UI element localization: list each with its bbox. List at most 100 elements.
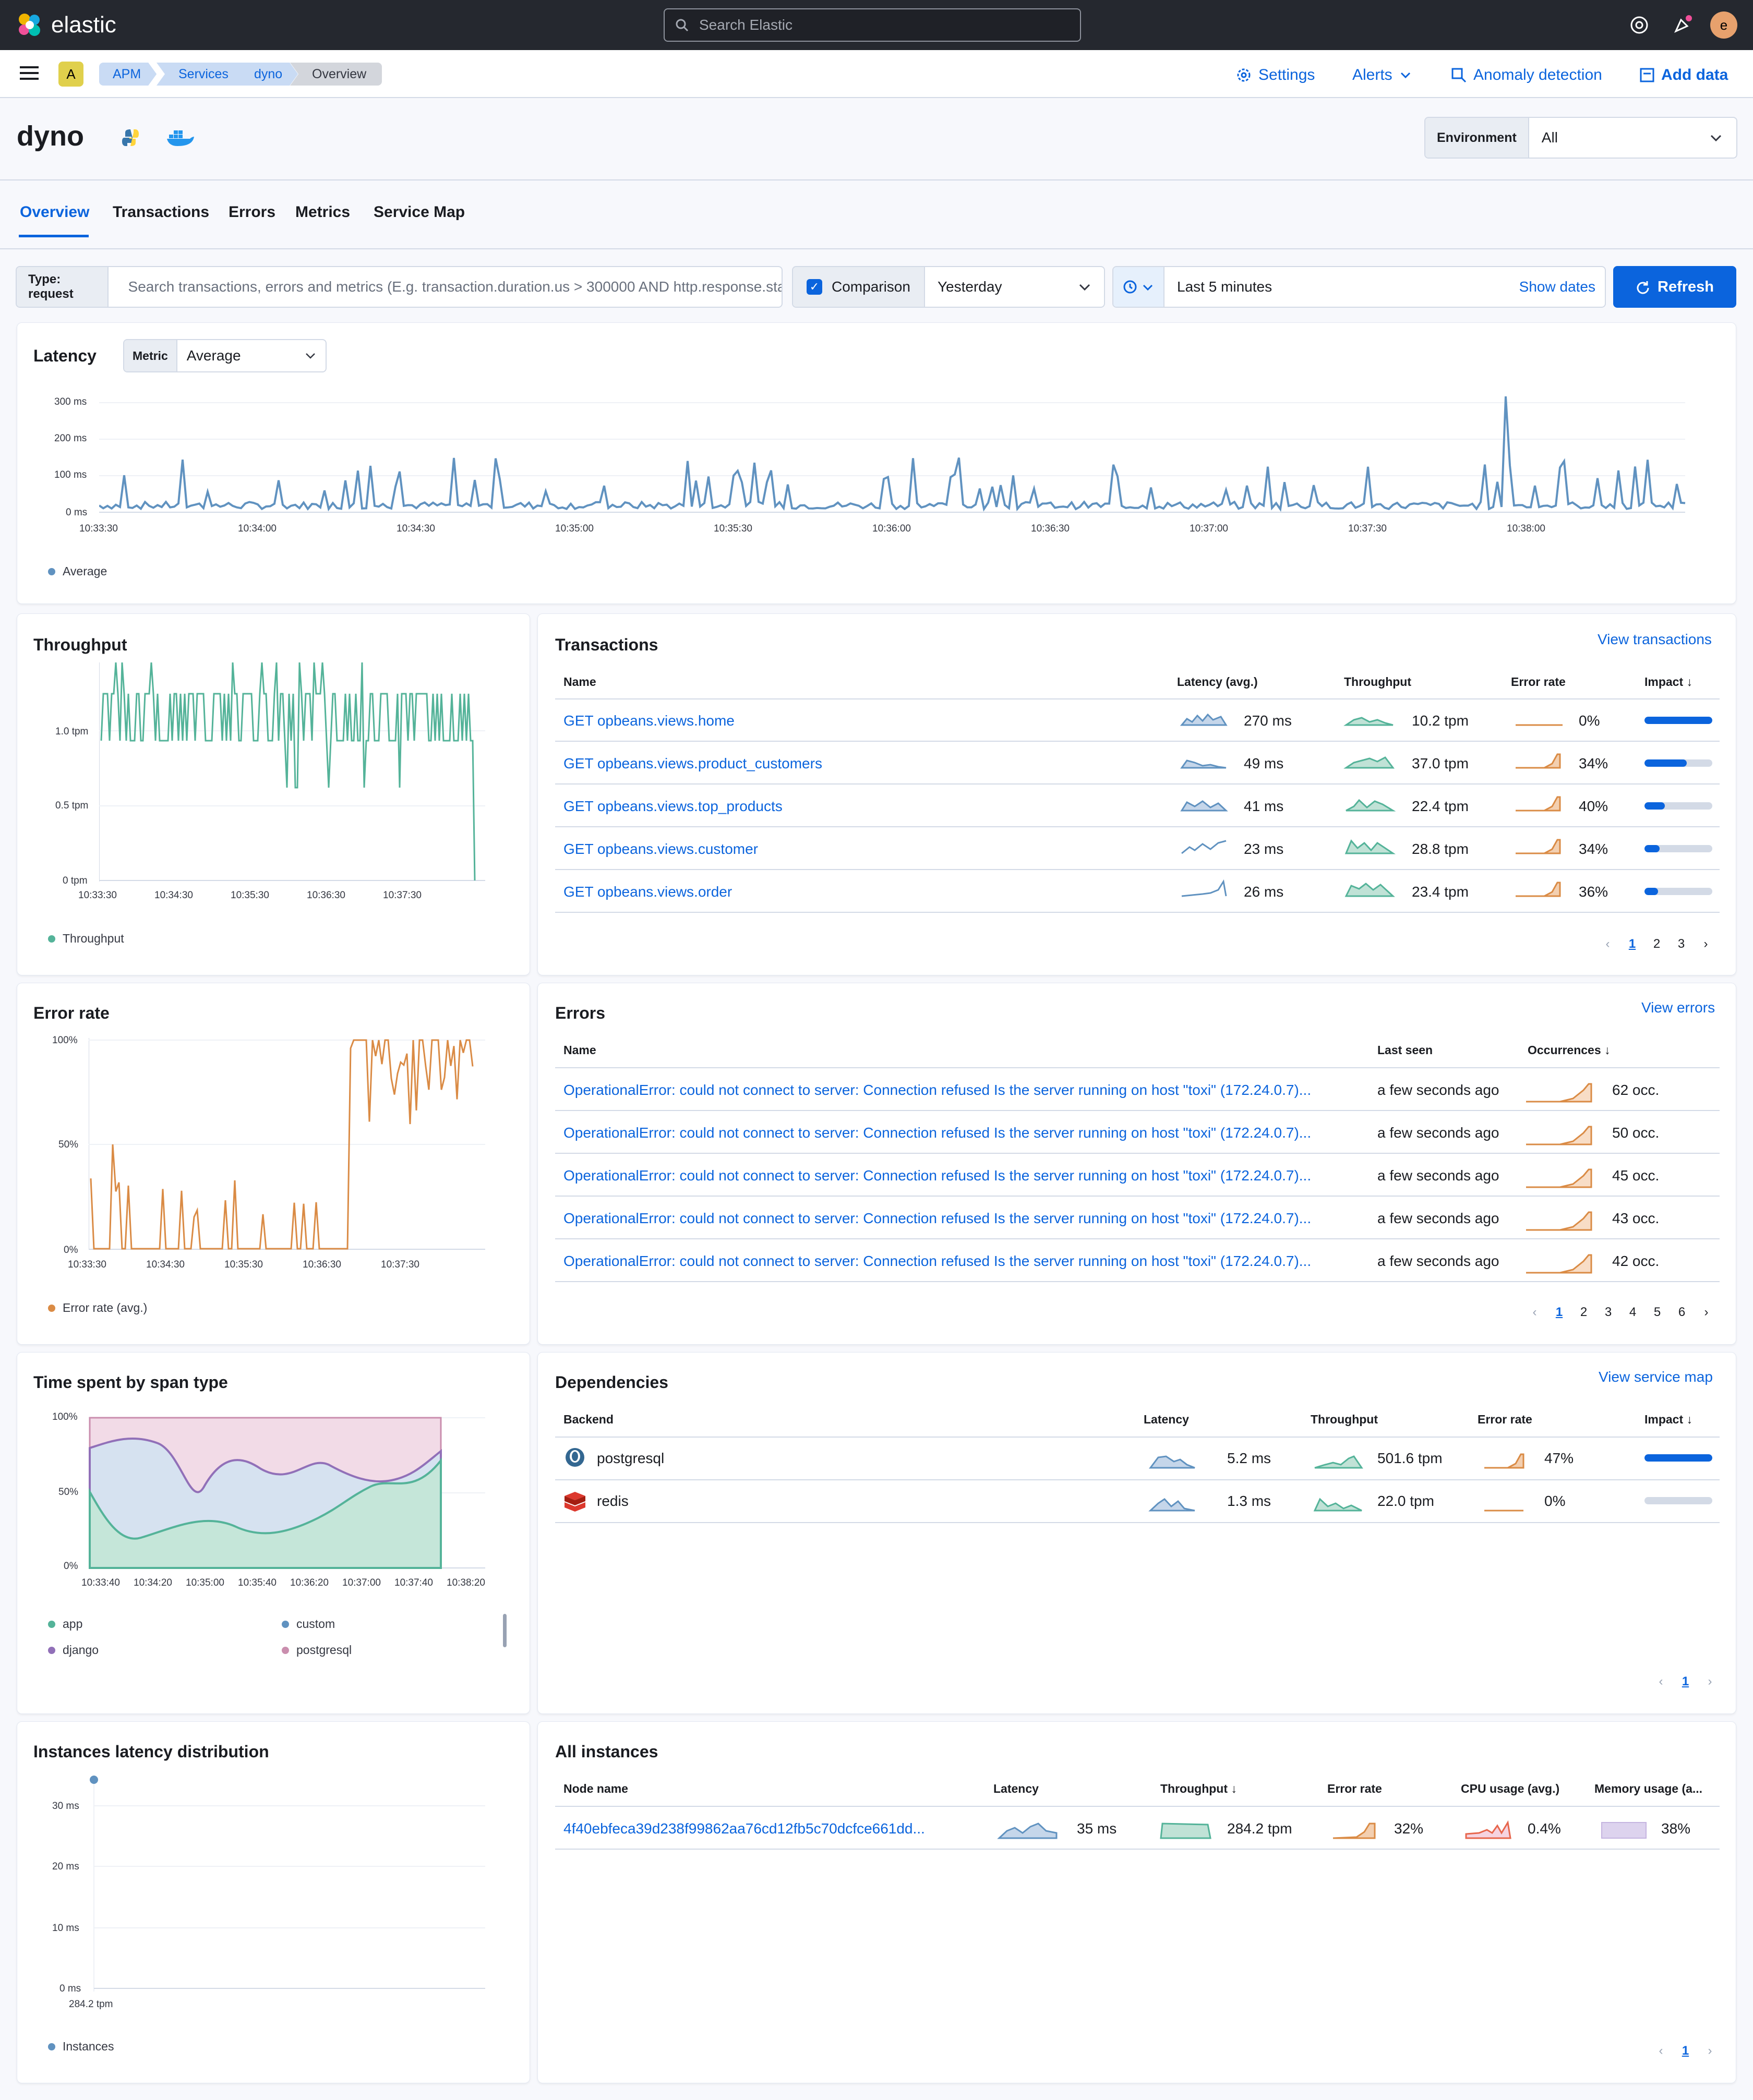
comparison-value[interactable]: Yesterday [937, 279, 1002, 295]
time-range-picker[interactable]: Last 5 minutes Show dates [1112, 266, 1606, 308]
page-1[interactable]: 1 [1682, 1674, 1689, 1688]
transaction-name-link[interactable]: GET opbeans.views.customer [563, 841, 758, 857]
col-name[interactable]: Name [563, 1043, 596, 1057]
breadcrumb-dyno[interactable]: dyno [232, 63, 298, 86]
span-legend-django[interactable]: django [48, 1643, 99, 1657]
prev-page-icon[interactable]: ‹ [1532, 1305, 1537, 1319]
error-rate-legend-item[interactable]: Error rate (avg.) [48, 1301, 147, 1315]
quick-menu-button[interactable] [1113, 267, 1164, 307]
comparison-toggle[interactable]: ✓ Comparison [793, 267, 925, 307]
page-2[interactable]: 2 [1580, 1305, 1588, 1319]
page-1[interactable]: 1 [1682, 2044, 1689, 2058]
col-latency[interactable]: Latency [1144, 1413, 1189, 1426]
throughput-legend-item[interactable]: Throughput [48, 932, 124, 946]
next-page-icon[interactable]: › [1708, 2044, 1712, 2058]
global-search-input[interactable]: Search Elastic [664, 8, 1081, 42]
page-5[interactable]: 5 [1653, 1305, 1661, 1319]
col-cpu[interactable]: CPU usage (avg.) [1461, 1782, 1560, 1795]
col-error-rate[interactable]: Error rate [1478, 1413, 1532, 1426]
menu-icon[interactable] [19, 65, 40, 81]
error-name-link[interactable]: OperationalError: could not connect to s… [563, 1253, 1312, 1269]
col-memory[interactable]: Memory usage (a... [1594, 1782, 1703, 1795]
view-errors-link[interactable]: View errors [1641, 999, 1715, 1016]
tab-transactions[interactable]: Transactions [113, 203, 210, 221]
elastic-logo[interactable]: elastic [16, 10, 116, 40]
latency-legend-item[interactable]: Average [48, 564, 107, 578]
anomaly-detection-link[interactable]: Anomaly detection [1450, 63, 1602, 88]
breadcrumb-apm[interactable]: APM [99, 63, 157, 86]
error-name-link[interactable]: OperationalError: could not connect to s… [563, 1082, 1312, 1098]
legend-scrollbar[interactable] [503, 1614, 507, 1647]
col-occurrences[interactable]: Occurrences ↓ [1528, 1043, 1611, 1057]
error-name-link[interactable]: OperationalError: could not connect to s… [563, 1125, 1312, 1141]
col-throughput[interactable]: Throughput [1311, 1413, 1378, 1426]
instances-legend-item[interactable]: Instances [48, 2039, 114, 2054]
col-last-seen[interactable]: Last seen [1377, 1043, 1433, 1057]
col-error-rate[interactable]: Error rate [1511, 675, 1566, 689]
col-throughput[interactable]: Throughput ↓ [1160, 1782, 1237, 1795]
page-4[interactable]: 4 [1629, 1305, 1637, 1319]
error-name-link[interactable]: OperationalError: could not connect to s… [563, 1167, 1312, 1184]
add-data-link[interactable]: Add data [1639, 63, 1728, 88]
col-backend[interactable]: Backend [563, 1413, 614, 1426]
view-transactions-link[interactable]: View transactions [1598, 631, 1712, 647]
view-service-map-link[interactable]: View service map [1599, 1369, 1713, 1385]
alerts-menu[interactable]: Alerts [1352, 63, 1412, 88]
settings-link[interactable]: Settings [1235, 63, 1315, 88]
instance-point[interactable] [90, 1776, 98, 1784]
kql-search-bar[interactable]: Type: request Search transactions, error… [16, 266, 783, 308]
tab-metrics[interactable]: Metrics [295, 203, 351, 221]
space-avatar[interactable]: A [58, 62, 83, 87]
transactions-pagination[interactable]: ‹ 1 2 3 › [1595, 937, 1718, 951]
x-tick: 10:33:30 [68, 1259, 106, 1270]
page-1[interactable]: 1 [1555, 1305, 1563, 1319]
next-page-icon[interactable]: › [1708, 1674, 1712, 1688]
tab-overview[interactable]: Overview [20, 203, 90, 221]
page-3[interactable]: 3 [1604, 1305, 1612, 1319]
refresh-button[interactable]: Refresh [1613, 266, 1736, 308]
col-latency[interactable]: Latency [993, 1782, 1039, 1795]
prev-page-icon[interactable]: ‹ [1659, 1674, 1663, 1688]
user-avatar[interactable]: e [1710, 11, 1737, 39]
page-2[interactable]: 2 [1653, 937, 1661, 951]
tab-errors[interactable]: Errors [229, 203, 276, 221]
col-impact[interactable]: Impact ↓ [1644, 1413, 1693, 1426]
instances-pagination[interactable]: ‹ 1 › [1649, 2044, 1722, 2058]
transaction-name-link[interactable]: GET opbeans.views.product_customers [563, 755, 822, 771]
environment-select[interactable]: Environment All [1424, 117, 1737, 159]
help-icon[interactable] [1629, 15, 1650, 35]
comparison-control[interactable]: ✓ Comparison Yesterday [792, 266, 1105, 308]
next-page-icon[interactable]: › [1704, 1305, 1709, 1319]
breadcrumb-services[interactable]: Services [157, 63, 244, 86]
tab-service-map[interactable]: Service Map [374, 203, 465, 221]
instance-node-link[interactable]: 4f40ebfeca39d238f99862aa76cd12fb5c70dcfc… [563, 1820, 925, 1837]
page-6[interactable]: 6 [1678, 1305, 1686, 1319]
page-1[interactable]: 1 [1628, 937, 1636, 951]
next-page-icon[interactable]: › [1703, 937, 1708, 951]
transaction-name-link[interactable]: GET opbeans.views.top_products [563, 798, 783, 814]
show-dates-link[interactable]: Show dates [1519, 279, 1595, 295]
col-latency[interactable]: Latency (avg.) [1177, 675, 1258, 689]
transaction-name-link[interactable]: GET opbeans.views.order [563, 884, 733, 900]
col-throughput[interactable]: Throughput [1344, 675, 1412, 689]
transaction-error-rate: 34% [1579, 755, 1608, 771]
dependency-name[interactable]: redis [597, 1493, 629, 1509]
col-error-rate[interactable]: Error rate [1327, 1782, 1382, 1795]
prev-page-icon[interactable]: ‹ [1659, 2044, 1663, 2058]
col-node-name[interactable]: Node name [563, 1782, 628, 1795]
col-impact[interactable]: Impact ↓ [1644, 675, 1693, 689]
col-name[interactable]: Name [563, 675, 596, 689]
prev-page-icon[interactable]: ‹ [1605, 937, 1610, 951]
span-legend-postgresql[interactable]: postgresql [282, 1643, 352, 1657]
error-name-link[interactable]: OperationalError: could not connect to s… [563, 1210, 1312, 1226]
span-legend-app[interactable]: app [48, 1617, 82, 1631]
span-legend-custom[interactable]: custom [282, 1617, 335, 1631]
page-3[interactable]: 3 [1677, 937, 1685, 951]
news-feed-icon[interactable] [1672, 15, 1692, 35]
postgresql-icon [566, 1448, 584, 1467]
dependencies-pagination[interactable]: ‹ 1 › [1649, 1674, 1722, 1689]
transaction-name-link[interactable]: GET opbeans.views.home [563, 713, 735, 729]
metric-select[interactable]: Metric Average [123, 339, 327, 372]
dependency-name[interactable]: postgresql [597, 1450, 665, 1466]
errors-pagination[interactable]: ‹ 1 2 3 4 5 6 › [1522, 1305, 1719, 1320]
